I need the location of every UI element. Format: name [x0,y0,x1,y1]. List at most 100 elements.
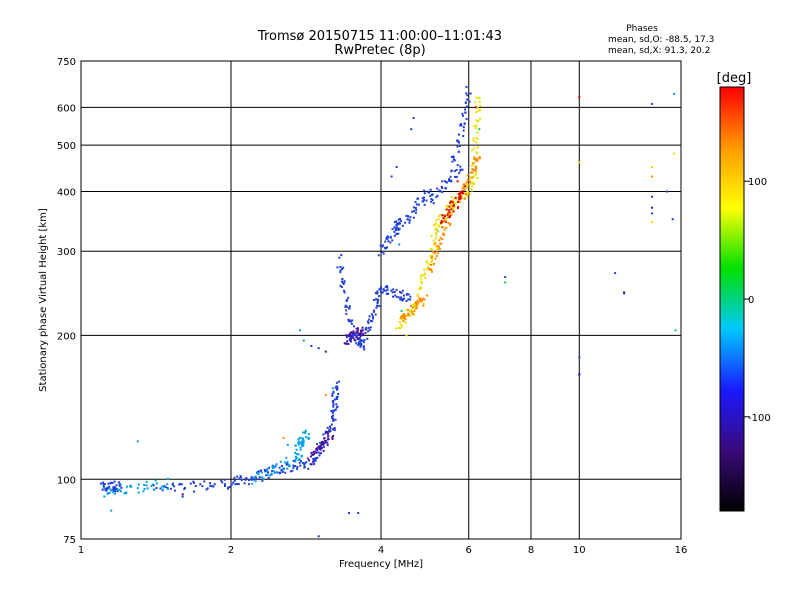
data-point [461,112,464,115]
data-point [150,485,153,487]
data-point [276,471,279,474]
data-point [355,334,358,337]
data-point [440,220,443,223]
data-point [453,170,456,173]
data-point [578,161,581,164]
data-point [346,336,348,338]
data-point [422,302,425,305]
data-point [479,104,482,107]
data-point [409,216,412,219]
data-point [386,246,389,249]
data-point [331,392,334,395]
data-point [420,281,423,283]
data-point [350,320,352,323]
data-point [399,222,402,225]
data-point [355,342,358,345]
data-point [395,232,398,235]
data-point [336,395,339,398]
data-point [452,204,455,207]
data-point [181,495,184,498]
data-point [292,460,295,462]
data-point [324,394,327,397]
data-point [301,445,304,448]
data-point [327,432,329,435]
data-point [351,336,354,339]
data-point [377,254,380,257]
data-point [245,476,248,479]
data-point [398,327,400,329]
data-point [397,232,400,235]
data-point [438,239,441,242]
data-point [441,191,444,194]
data-point [310,345,313,347]
data-point [393,291,396,293]
data-point [331,411,334,414]
data-point [452,156,455,159]
data-point [380,286,382,289]
data-point [327,435,330,438]
data-point [336,405,339,408]
data-point [338,256,341,259]
data-point [331,415,333,418]
data-point [418,288,421,291]
data-point [478,109,481,112]
data-point [341,280,343,283]
data-point [300,454,303,457]
data-point [466,174,469,177]
data-point [651,175,654,178]
data-point [451,160,454,163]
data-point [332,414,335,417]
data-point [441,180,444,183]
data-point [392,288,395,291]
data-point [108,487,111,490]
data-point [456,193,459,196]
data-point [450,211,453,214]
data-point [428,191,431,194]
data-point [478,100,481,103]
data-point [284,471,287,474]
data-point [504,281,507,284]
data-point [357,512,360,514]
data-point [431,199,434,202]
data-point [451,201,454,204]
data-point [146,487,149,490]
stats-line-x: mean, sd,X: 91.3, 20.2 [608,46,710,56]
data-point [352,330,355,333]
data-point [415,209,418,212]
data-point [302,431,305,434]
data-point [404,321,407,324]
data-point [381,244,384,247]
data-point [110,509,113,512]
data-point [341,268,344,271]
data-point [454,196,457,199]
data-point [455,169,458,171]
data-point [430,268,433,271]
colorbar-label: [deg] [717,71,752,86]
data-point [125,485,128,488]
data-point [314,459,317,462]
data-point [297,442,300,444]
data-point [112,491,115,494]
data-point [110,489,112,492]
data-point [470,171,472,174]
data-point [227,486,230,489]
data-point [395,327,398,330]
data-point [403,316,405,319]
data-point [261,476,264,479]
data-point [372,299,375,301]
data-point [364,331,367,334]
data-point [357,329,360,332]
data-point [316,447,319,450]
data-point [401,318,403,320]
data-point [362,341,365,344]
data-point [437,215,440,218]
data-point [118,488,121,491]
data-point [267,471,270,474]
data-point [422,297,425,300]
data-point [466,98,469,101]
data-point [360,344,363,347]
data-point [301,440,304,442]
data-point [453,205,456,208]
data-point [258,470,261,473]
data-point [436,187,439,190]
